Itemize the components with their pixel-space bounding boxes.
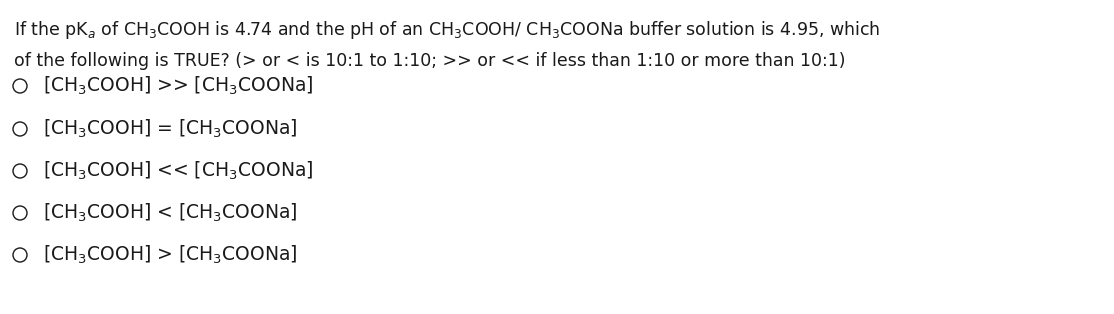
Text: of the following is TRUE? (> or < is 10:1 to 1:10; >> or << if less than 1:10 or: of the following is TRUE? (> or < is 10:… [14,52,846,70]
Text: If the pK$_a$ of CH$_3$COOH is 4.74 and the pH of an CH$_3$COOH/ CH$_3$COONa buf: If the pK$_a$ of CH$_3$COOH is 4.74 and … [14,19,880,41]
Text: [CH$_3$COOH] > [CH$_3$COONa]: [CH$_3$COOH] > [CH$_3$COONa] [43,244,297,266]
Text: [CH$_3$COOH] << [CH$_3$COONa]: [CH$_3$COOH] << [CH$_3$COONa] [43,160,313,182]
Text: [CH$_3$COOH] >> [CH$_3$COONa]: [CH$_3$COOH] >> [CH$_3$COONa] [43,75,313,97]
Text: [CH$_3$COOH] < [CH$_3$COONa]: [CH$_3$COOH] < [CH$_3$COONa] [43,202,297,224]
Text: [CH$_3$COOH] = [CH$_3$COONa]: [CH$_3$COOH] = [CH$_3$COONa] [43,118,297,140]
